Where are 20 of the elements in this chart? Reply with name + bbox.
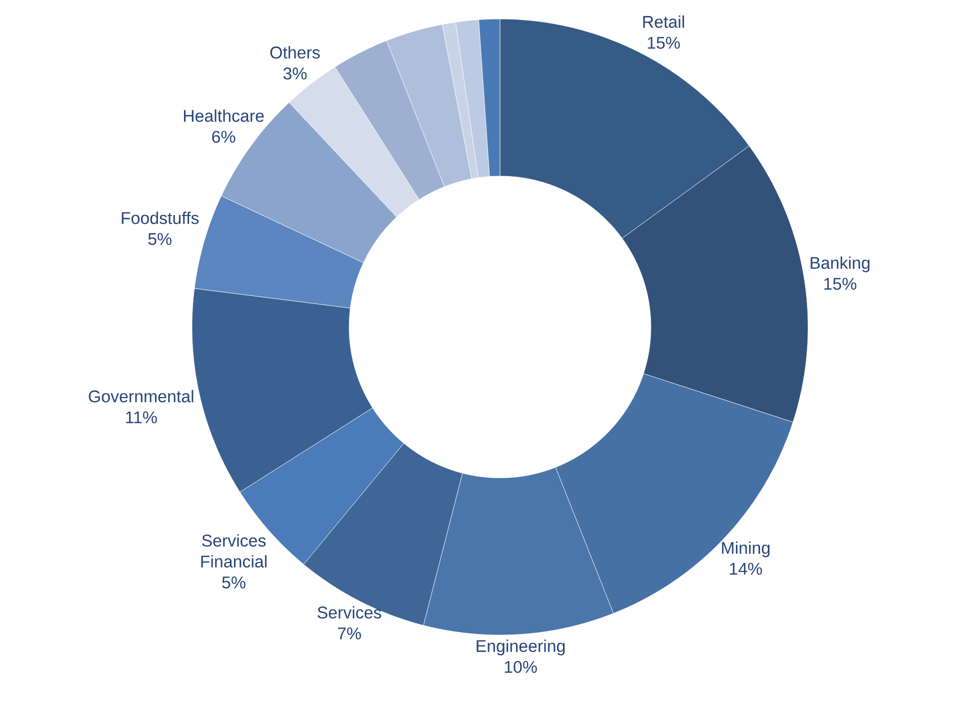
slice-label: Others <box>270 46 320 59</box>
data-label: 15% <box>824 278 856 290</box>
data-label: 15% <box>648 36 680 49</box>
slice-label: Retail <box>643 15 684 28</box>
data-label: 10% <box>504 660 537 673</box>
slice-label: Services <box>318 606 382 619</box>
data-label: 14% <box>730 562 762 575</box>
data-label: 7% <box>338 628 361 640</box>
slice-label: Mining <box>722 541 770 558</box>
slice-label: Banking <box>810 256 870 272</box>
slice-label: Healthcare <box>184 109 264 122</box>
data-label: 6% <box>212 130 236 143</box>
slice-label: Engineering <box>476 640 565 656</box>
data-label: 3% <box>283 67 307 80</box>
data-label: 11% <box>126 411 157 424</box>
slice-label: Governmental <box>88 390 194 402</box>
slice-label: Foodstuffs <box>122 212 199 224</box>
data-label: 5% <box>222 576 246 588</box>
data-label: 5% <box>148 233 172 246</box>
slice-label: Services Financial <box>201 534 267 568</box>
